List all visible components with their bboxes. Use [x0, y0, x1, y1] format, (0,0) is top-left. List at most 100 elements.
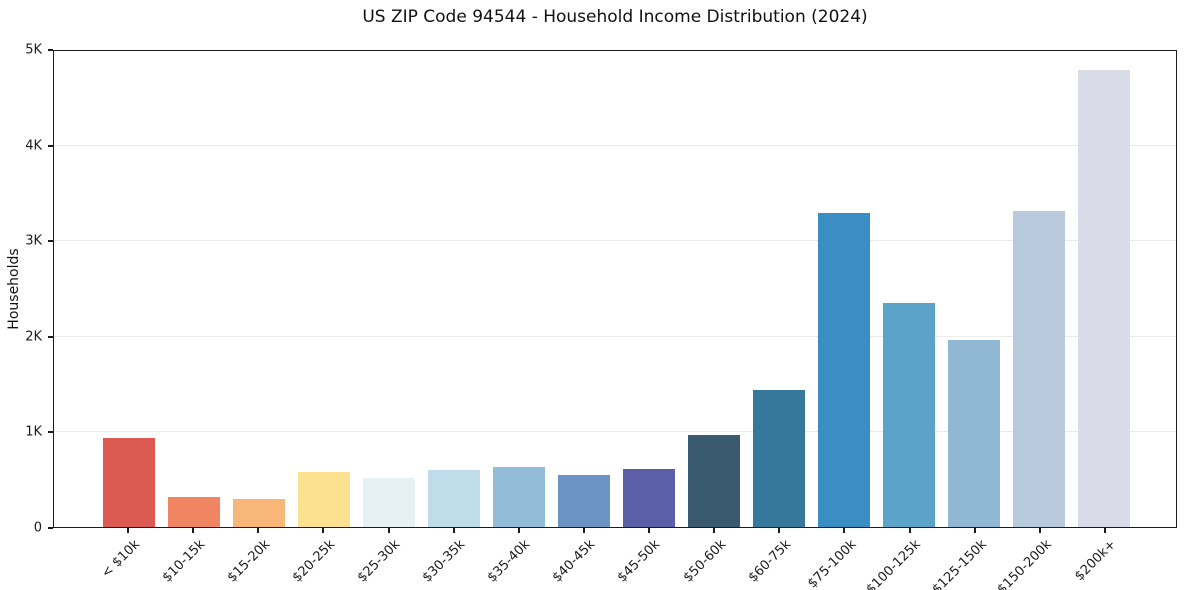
- x-tick-label: $40-45k: [549, 537, 599, 586]
- x-tick-label: $25-30k: [354, 537, 404, 586]
- bar-45-50k: [623, 468, 675, 527]
- y-tick-mark: [48, 144, 53, 147]
- bars-container: [54, 51, 1176, 527]
- x-tick-mark: [452, 528, 455, 533]
- x-tick-slot: $25-30k: [355, 528, 415, 590]
- bar-150-200k: [1013, 210, 1065, 527]
- bar-10-15k: [168, 496, 220, 527]
- x-tick-slot: $100-125k: [864, 528, 936, 590]
- y-tick-mark: [48, 527, 53, 529]
- x-tick-label: $75-100k: [804, 537, 859, 590]
- y-tick-label: 2K: [25, 329, 42, 345]
- x-tick-label: $35-40k: [484, 537, 534, 586]
- bar-75-100k: [818, 212, 870, 527]
- x-tick-label: $20-25k: [289, 537, 338, 586]
- x-tick-label: $15-20k: [224, 537, 273, 586]
- y-gridline: [54, 145, 1176, 147]
- y-tick-label: 5K: [25, 42, 42, 58]
- x-tick-slot: $15-20k: [224, 528, 284, 590]
- bar-slot: [493, 51, 545, 527]
- y-tick-label: 4K: [25, 138, 42, 154]
- bar-slot: [623, 51, 675, 527]
- bar-slot: [1013, 51, 1065, 527]
- bar-10k: [103, 438, 155, 527]
- bar-40-45k: [558, 474, 610, 527]
- bar-slot: [233, 51, 285, 527]
- bar-slot: [103, 51, 155, 527]
- y-gridline: [54, 240, 1176, 242]
- x-tick-mark: [1038, 528, 1041, 533]
- bar-60-75k: [753, 389, 805, 527]
- chart-title: US ZIP Code 94544 - Household Income Dis…: [362, 7, 868, 27]
- x-tick-mark: [322, 528, 325, 533]
- x-tick-slot: $30-35k: [420, 528, 480, 590]
- y-tick-mark: [48, 431, 53, 434]
- x-tick-label: $100-125k: [863, 537, 925, 590]
- y-tick-label: 0: [33, 520, 42, 536]
- bar-slot: [298, 51, 350, 527]
- x-tick-mark: [908, 528, 911, 533]
- x-tick-mark: [973, 528, 976, 533]
- y-axis: 0 1K 2K 3K 4K 5K: [0, 43, 53, 536]
- plot-area: [53, 50, 1177, 528]
- x-tick-slot: $60-75k: [745, 528, 805, 590]
- bar-slot: [753, 51, 805, 527]
- y-tick-mark: [48, 240, 53, 243]
- x-tick-mark: [517, 528, 520, 533]
- x-tick-mark: [127, 528, 129, 533]
- x-tick-slot: $45-50k: [615, 528, 675, 590]
- bar-30-35k: [428, 469, 480, 527]
- bar-slot: [818, 51, 870, 527]
- x-tick-slot: $200k+: [1072, 528, 1131, 590]
- x-tick-mark: [648, 528, 650, 533]
- x-tick-label: < $10k: [98, 537, 143, 582]
- x-tick-label: $10-15k: [159, 537, 208, 586]
- bar-slot: [1078, 51, 1130, 527]
- bar-slot: [948, 51, 1000, 527]
- bar-slot: [363, 51, 415, 527]
- x-tick-label: $125-150k: [929, 537, 990, 590]
- x-tick-mark: [778, 528, 781, 533]
- bar-35-40k: [493, 466, 545, 527]
- bar-slot: [428, 51, 480, 527]
- bar-slot: [883, 51, 935, 527]
- bar-slot: [168, 51, 220, 527]
- x-tick-label: $30-35k: [419, 537, 469, 586]
- y-gridline: [54, 335, 1176, 337]
- x-tick-slot: $10-15k: [159, 528, 219, 590]
- y-tick-mark: [48, 335, 53, 338]
- x-tick-label: $150-200k: [994, 537, 1055, 590]
- bar-125-150k: [948, 339, 1000, 527]
- bar-slot: [558, 51, 610, 527]
- x-tick-mark: [257, 528, 260, 533]
- x-tick-mark: [192, 528, 195, 533]
- x-tick-mark: [387, 528, 390, 533]
- bar-25-30k: [363, 477, 415, 527]
- x-tick-mark: [843, 528, 846, 533]
- bar-100-125k: [883, 303, 935, 527]
- x-tick-mark: [1103, 528, 1106, 533]
- x-tick-slot: $75-100k: [805, 528, 870, 590]
- x-tick-slot: < $10k: [98, 528, 154, 590]
- bar-200k: [1078, 70, 1130, 527]
- y-tick-label: 3K: [25, 233, 42, 249]
- x-tick-slot: $125-150k: [929, 528, 1001, 590]
- x-tick-label: $200k+: [1072, 537, 1120, 585]
- y-tick-mark: [48, 49, 53, 51]
- bar-slot: [688, 51, 740, 527]
- x-tick-slot: $40-45k: [550, 528, 610, 590]
- x-tick-slot: $20-25k: [289, 528, 349, 590]
- x-axis: < $10k $10-15k $15-20k $20-25k $25-30k $30-35…: [53, 528, 1177, 590]
- bar-15-20k: [233, 498, 285, 527]
- bar-50-60k: [688, 435, 740, 527]
- x-tick-label: $50-60k: [680, 537, 729, 586]
- x-tick-slot: $35-40k: [485, 528, 545, 590]
- x-tick-mark: [713, 528, 716, 533]
- x-tick-label: $45-50k: [615, 537, 664, 586]
- x-tick-slot: $50-60k: [680, 528, 740, 590]
- x-tick-slot: $150-200k: [994, 528, 1066, 590]
- bar-20-25k: [298, 471, 350, 527]
- y-tick-label: 1K: [25, 424, 42, 440]
- x-tick-mark: [582, 528, 585, 533]
